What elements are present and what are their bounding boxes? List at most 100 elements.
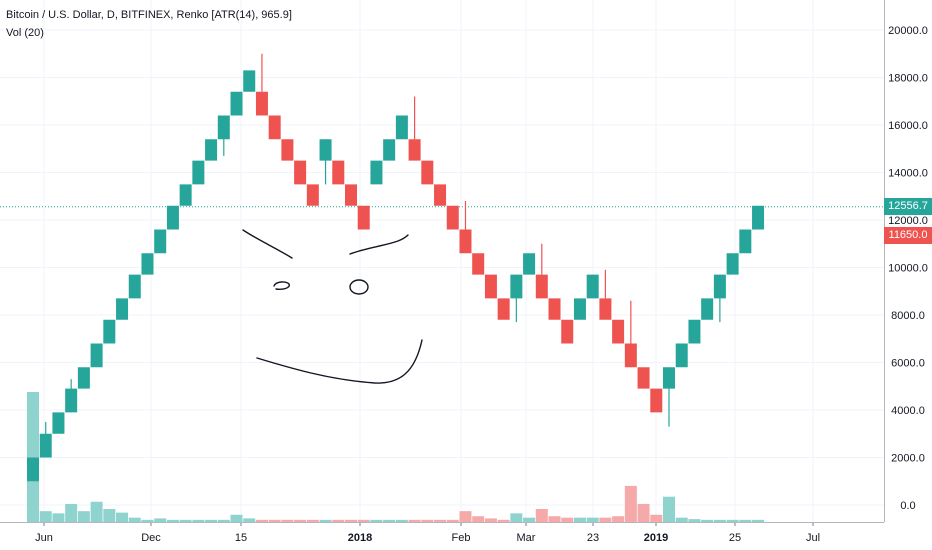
volume-bar [650, 514, 663, 522]
volume-bar [497, 519, 510, 522]
renko-brick-up [77, 367, 90, 389]
renko-brick-down [281, 139, 294, 161]
renko-brick-down [472, 253, 485, 275]
renko-brick-up [141, 253, 154, 275]
volume-layer [27, 392, 765, 522]
renko-brick-down [612, 319, 625, 344]
brick-layer [27, 70, 765, 482]
volume-bar [166, 519, 179, 522]
x-tick-label: Jul [806, 532, 820, 544]
renko-brick-down [294, 160, 307, 185]
volume-bar [548, 516, 561, 522]
chart-legend-title: Bitcoin / U.S. Dollar, D, BITFINEX, Renk… [6, 9, 292, 21]
volume-bar [77, 511, 90, 522]
renko-brick-up [230, 91, 243, 116]
y-tick-label: 18000.0 [888, 73, 928, 85]
x-tick-label: 15 [235, 532, 247, 544]
volume-bar [27, 392, 39, 522]
volume-bar [306, 519, 319, 522]
renko-brick-down [408, 139, 421, 161]
renko-brick-up [217, 115, 230, 140]
renko-brick-down [268, 115, 281, 140]
x-tick-label: 2018 [348, 532, 372, 544]
volume-bar [52, 513, 65, 522]
renko-brick-down [650, 388, 663, 413]
renko-brick-up [154, 229, 167, 254]
volume-bar [103, 509, 116, 522]
renko-brick-down [484, 274, 497, 299]
y-tick-label: 12000.0 [888, 215, 928, 227]
renko-brick-up [713, 274, 726, 299]
volume-bar [573, 517, 586, 522]
volume-bar [663, 496, 675, 522]
volume-bar [561, 517, 574, 522]
renko-brick-up [319, 139, 332, 161]
x-tick-label: Jun [35, 532, 53, 544]
volume-bar [116, 512, 129, 522]
volume-bar [154, 518, 167, 522]
volume-bar [459, 511, 472, 522]
volume-bar [701, 519, 714, 522]
drawing-right-eyebrow [349, 234, 409, 255]
renko-brick-down [548, 298, 561, 320]
volume-bar [395, 519, 408, 522]
volume-bar [739, 519, 752, 522]
volume-bar [281, 519, 294, 522]
volume-bar [65, 503, 78, 522]
renko-brick-down [434, 184, 447, 206]
renko-brick-down [357, 205, 370, 230]
renko-brick-up [510, 274, 523, 299]
volume-bar [217, 519, 230, 522]
x-tick-label: 2019 [644, 532, 668, 544]
renko-brick-up [739, 229, 752, 254]
renko-brick-up [243, 70, 256, 92]
volume-bar [637, 503, 650, 522]
renko-brick-up [116, 298, 129, 320]
volume-bar [243, 518, 256, 522]
volume-bar [421, 519, 434, 522]
renko-brick-up [752, 205, 765, 230]
y-tick-label: 16000.0 [888, 120, 928, 132]
renko-brick-up [27, 457, 39, 482]
renko-brick-up [573, 298, 586, 320]
renko-brick-up [370, 160, 383, 185]
renko-brick-up [192, 160, 205, 185]
volume-bar [408, 519, 421, 522]
y-tick-label: 10000.0 [888, 263, 928, 275]
volume-bar [688, 519, 701, 522]
renko-brick-up [103, 319, 116, 344]
x-tick-label: Feb [452, 532, 471, 544]
renko-brick-up [166, 205, 179, 230]
x-tick-label: Dec [141, 532, 161, 544]
volume-bar [332, 519, 345, 522]
volume-bar [472, 516, 485, 522]
renko-brick-down [332, 160, 345, 185]
volume-bar [599, 517, 612, 522]
volume-bar [319, 519, 332, 522]
volume-bar [255, 519, 268, 522]
drawing-mouth [256, 339, 423, 384]
volume-bar [294, 519, 307, 522]
renko-brick-down [599, 298, 612, 320]
renko-brick-up [39, 433, 52, 458]
y-tick-label: 6000.0 [891, 358, 925, 370]
renko-brick-down [306, 184, 319, 206]
volume-bar [205, 519, 218, 522]
volume-bar [726, 519, 739, 522]
grid-layer [0, 0, 884, 522]
renko-brick-up [179, 184, 192, 206]
volume-bar [612, 516, 625, 522]
renko-brick-up [688, 319, 701, 344]
y-tick-label: 2000.0 [891, 453, 925, 465]
volume-bar [586, 517, 599, 522]
renko-brick-up [383, 139, 396, 161]
volume-bar [357, 519, 370, 522]
drawing-left-eyebrow [242, 229, 293, 259]
renko-brick-down [345, 184, 357, 206]
y-tick-label: 0.0 [900, 500, 915, 512]
x-tick-label: 25 [729, 532, 741, 544]
volume-bar [523, 517, 536, 522]
face-drawing [242, 229, 423, 384]
volume-bar [230, 514, 243, 522]
